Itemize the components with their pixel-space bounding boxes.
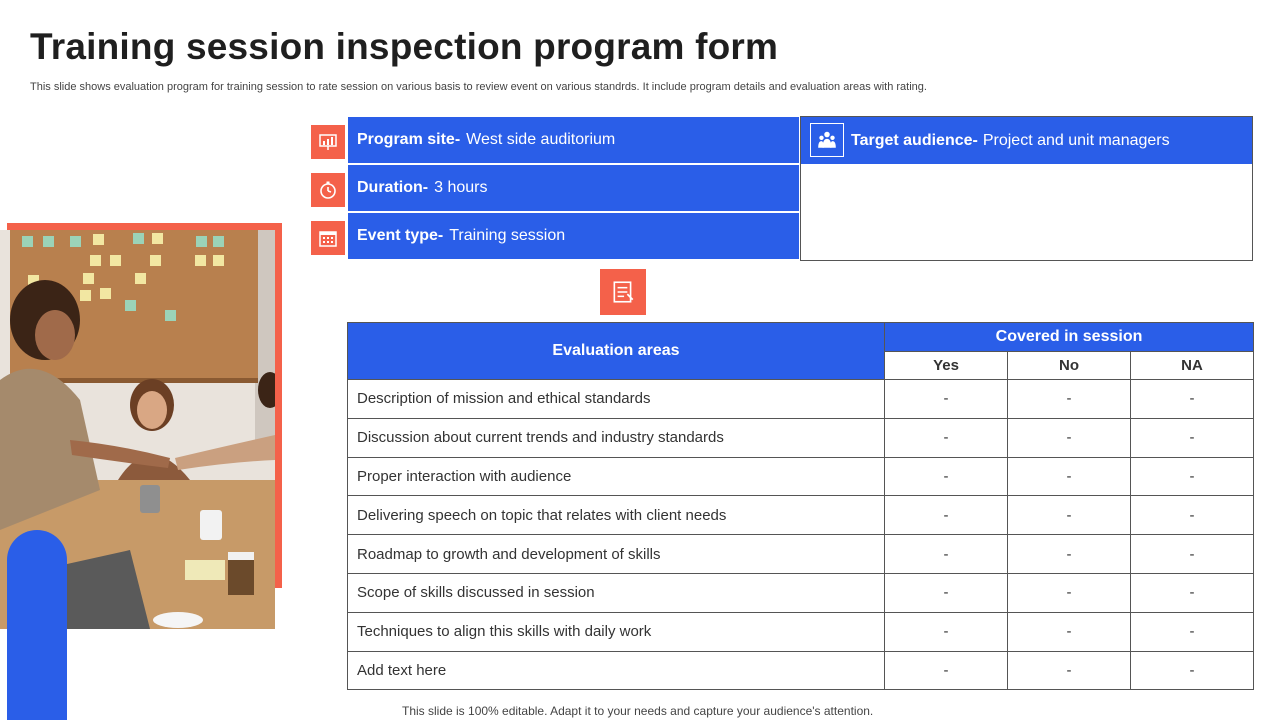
- table-row: Techniques to align this skills with dai…: [347, 611, 1254, 652]
- na-cell[interactable]: -: [1130, 650, 1254, 691]
- group-icon: [810, 123, 844, 157]
- event-type-value: Training session: [449, 227, 566, 244]
- table-row: Scope of skills discussed in session - -…: [347, 572, 1254, 613]
- evaluation-table: Evaluation areas Covered in session Yes …: [347, 322, 1254, 691]
- yes-cell[interactable]: -: [884, 379, 1008, 419]
- na-cell[interactable]: -: [1130, 534, 1254, 574]
- presentation-icon: [311, 125, 345, 159]
- evaluation-area-cell: Description of mission and ethical stand…: [347, 379, 885, 419]
- target-audience-row: Target audience- Project and unit manage…: [801, 117, 1252, 164]
- table-row: Description of mission and ethical stand…: [347, 379, 1254, 419]
- yes-cell[interactable]: -: [884, 611, 1008, 652]
- evaluation-area-cell: Delivering speech on topic that relates …: [347, 495, 885, 536]
- evaluation-area-cell: Roadmap to growth and development of ski…: [347, 534, 885, 574]
- covered-in-session-header: Covered in session: [884, 322, 1254, 352]
- na-cell[interactable]: -: [1130, 611, 1254, 652]
- target-audience-box: Target audience- Project and unit manage…: [800, 116, 1253, 261]
- na-cell[interactable]: -: [1130, 379, 1254, 419]
- target-audience-value: Project and unit managers: [982, 131, 1170, 149]
- clock-icon: [311, 173, 345, 207]
- page-title: Training session inspection program form: [30, 26, 779, 67]
- event-type-row: Event type- Training session: [348, 213, 799, 259]
- evaluation-area-cell: Proper interaction with audience: [347, 456, 885, 497]
- no-cell[interactable]: -: [1007, 417, 1131, 458]
- page-subtitle: This slide shows evaluation program for …: [30, 81, 927, 93]
- no-cell[interactable]: -: [1007, 572, 1131, 613]
- na-cell[interactable]: -: [1130, 417, 1254, 458]
- no-cell[interactable]: -: [1007, 456, 1131, 497]
- table-row: Add text here - - -: [347, 650, 1254, 691]
- na-cell[interactable]: -: [1130, 456, 1254, 497]
- program-site-value: West side auditorium: [466, 131, 616, 148]
- evaluation-area-cell: Scope of skills discussed in session: [347, 572, 885, 613]
- no-column-header: No: [1007, 351, 1131, 380]
- meeting-photo: [0, 230, 275, 629]
- program-site-row: Program site- West side auditorium: [348, 117, 799, 163]
- duration-row: Duration- 3 hours: [348, 165, 799, 211]
- event-type-label: Event type-: [357, 227, 444, 244]
- evaluation-area-cell: Techniques to align this skills with dai…: [347, 611, 885, 652]
- duration-label: Duration-: [357, 179, 429, 196]
- na-cell[interactable]: -: [1130, 495, 1254, 536]
- yes-cell[interactable]: -: [884, 534, 1008, 574]
- program-site-label: Program site-: [357, 131, 461, 148]
- evaluation-area-cell: Discussion about current trends and indu…: [347, 417, 885, 458]
- footer-note: This slide is 100% editable. Adapt it to…: [402, 704, 874, 718]
- yes-cell[interactable]: -: [884, 456, 1008, 497]
- no-cell[interactable]: -: [1007, 611, 1131, 652]
- yes-column-header: Yes: [884, 351, 1008, 380]
- na-cell[interactable]: -: [1130, 572, 1254, 613]
- calendar-icon: [311, 221, 345, 255]
- table-row: Roadmap to growth and development of ski…: [347, 534, 1254, 574]
- yes-cell[interactable]: -: [884, 495, 1008, 536]
- table-row: Proper interaction with audience - - -: [347, 456, 1254, 497]
- table-row: Delivering speech on topic that relates …: [347, 495, 1254, 536]
- duration-value: 3 hours: [434, 179, 488, 196]
- target-audience-label: Target audience-: [851, 131, 978, 149]
- checklist-icon: [600, 269, 646, 315]
- no-cell[interactable]: -: [1007, 379, 1131, 419]
- decorative-blue-shape: [7, 530, 67, 720]
- yes-cell[interactable]: -: [884, 650, 1008, 691]
- evaluation-area-cell: Add text here: [347, 650, 885, 691]
- no-cell[interactable]: -: [1007, 495, 1131, 536]
- yes-cell[interactable]: -: [884, 572, 1008, 613]
- yes-cell[interactable]: -: [884, 417, 1008, 458]
- evaluation-areas-header: Evaluation areas: [347, 322, 885, 380]
- table-row: Discussion about current trends and indu…: [347, 417, 1254, 458]
- no-cell[interactable]: -: [1007, 650, 1131, 691]
- no-cell[interactable]: -: [1007, 534, 1131, 574]
- na-column-header: NA: [1130, 351, 1254, 380]
